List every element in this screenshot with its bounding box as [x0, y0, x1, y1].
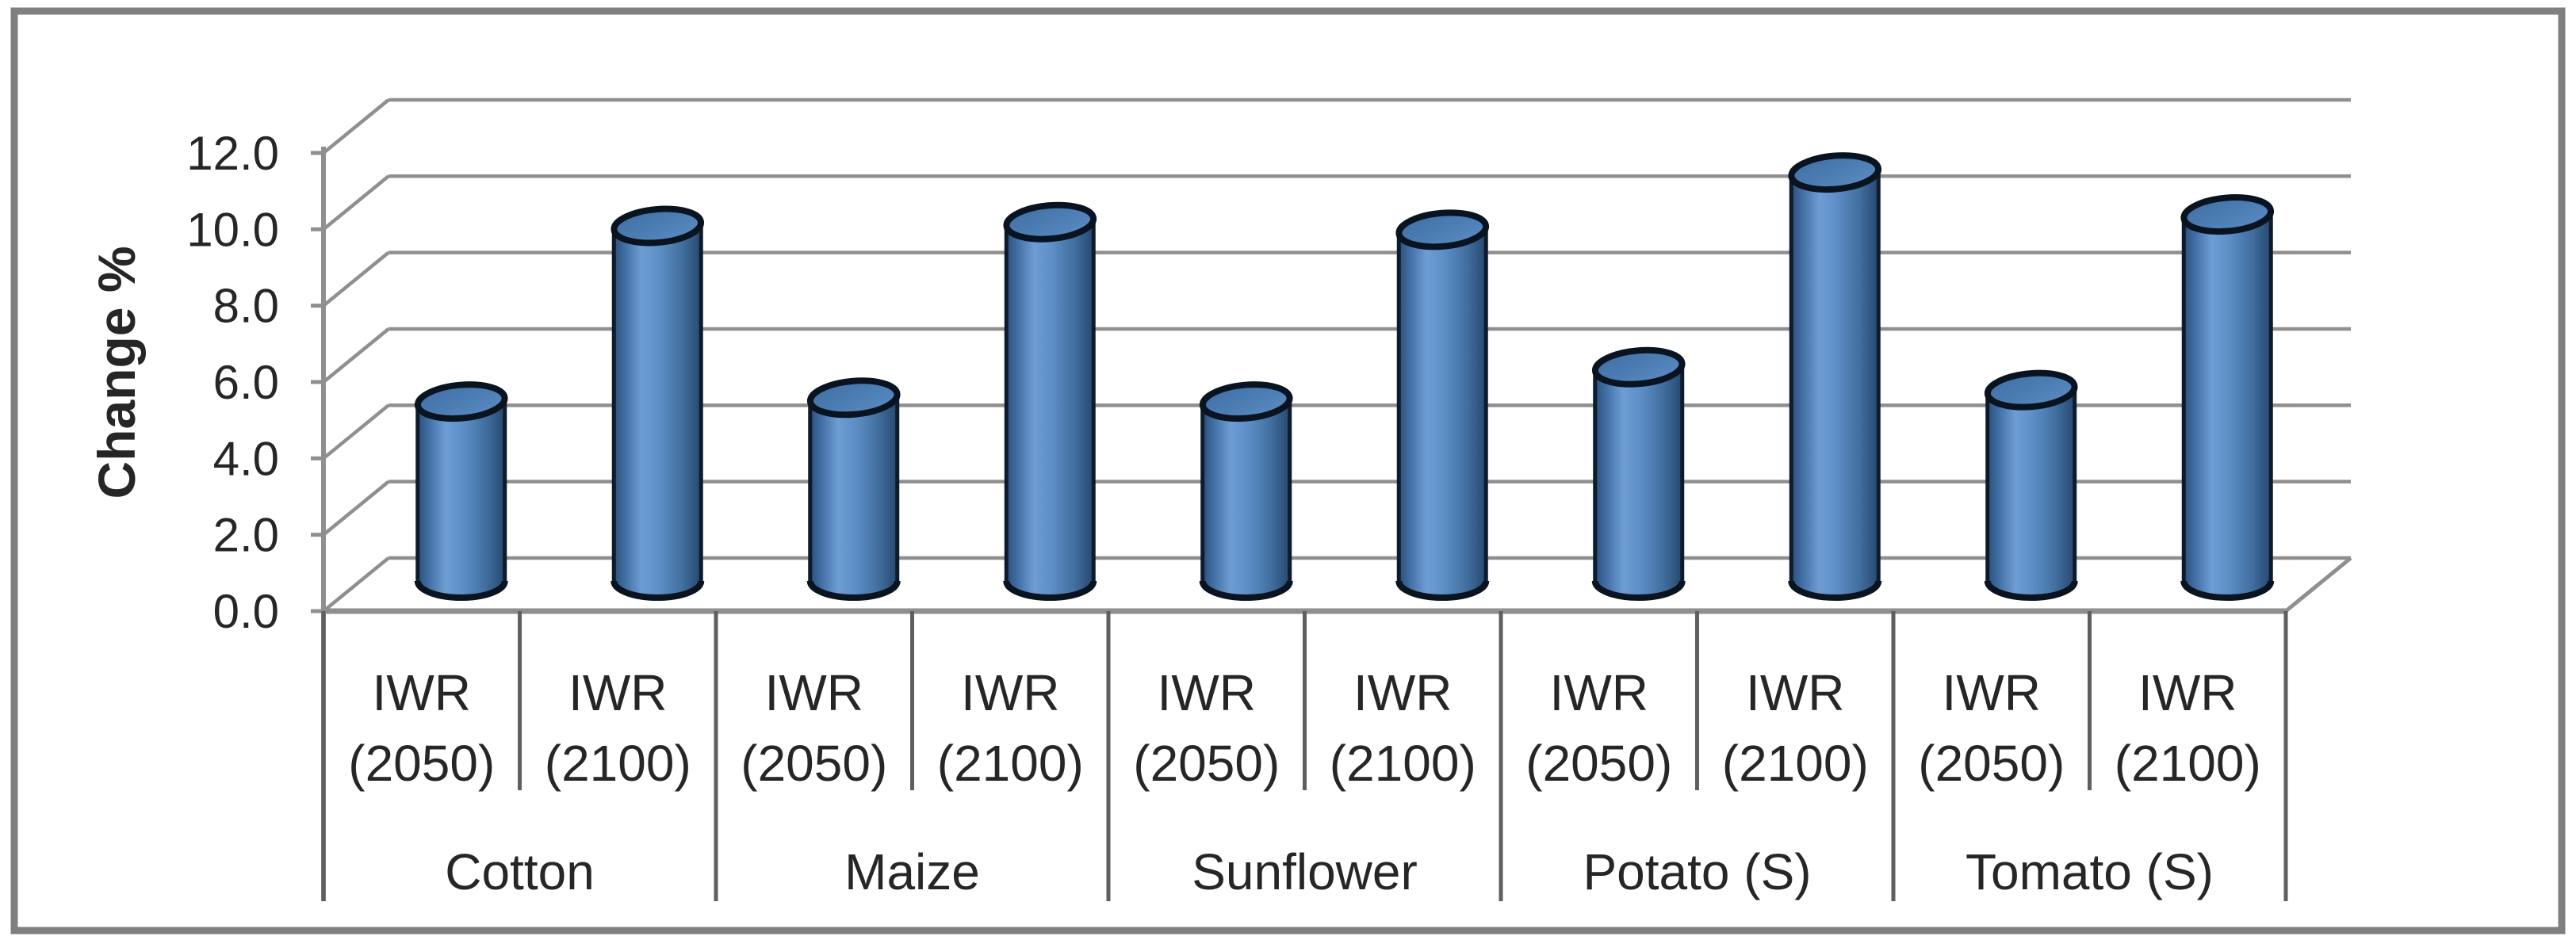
subcategory-label-line2: (2100) [545, 735, 691, 792]
bar-cylinder-body [1985, 389, 2077, 600]
bar-cylinder-base [1984, 580, 2078, 601]
bar-cylinder-body [1396, 229, 1488, 600]
subcategory-label-line1: IWR [1746, 664, 1844, 721]
subcategory-label-line2: (2100) [937, 735, 1084, 792]
bar-cylinder-top [1984, 369, 2078, 411]
bar-cylinder-top [1395, 209, 1490, 250]
depth-gridline [322, 327, 390, 384]
subcategory-label-line2: (2100) [1722, 735, 1869, 792]
subcategory-label-line2: (2100) [2115, 735, 2261, 792]
category-label: Sunflower [1192, 843, 1418, 900]
bar-cylinder-top [611, 205, 705, 247]
bar-cylinder-top [2180, 194, 2275, 235]
subcategory-label-line2: (2050) [741, 735, 887, 792]
subcategory-label-line1: IWR [961, 664, 1059, 721]
subcategory-label-line1: IWR [1353, 664, 1452, 721]
subcategory-label-line1: IWR [1943, 664, 2041, 721]
category-label: Cotton [445, 843, 595, 900]
depth-gridline [322, 174, 390, 231]
depth-gridline [322, 98, 390, 155]
y-tick-label: 0.0 [213, 585, 279, 638]
bar-cylinder-top [1788, 152, 1882, 193]
subcategory-label-line2: (2050) [1918, 735, 2065, 792]
bar-cylinder-top [414, 381, 508, 422]
y-tick-label: 12.0 [186, 127, 279, 180]
bar-cylinder-base [1199, 580, 1293, 601]
bar-cylinder-base [1591, 580, 1686, 601]
subcategory-label-line2: (2050) [1525, 735, 1672, 792]
bar-cylinder-base [806, 580, 901, 601]
y-tick-label: 2.0 [213, 509, 279, 562]
bar-cylinder-body [1200, 401, 1292, 600]
bar-cylinder-top [1591, 346, 1686, 388]
y-tick-label: 6.0 [213, 356, 279, 409]
bar-cylinder-body [808, 397, 900, 600]
bar-cylinder-body [415, 401, 507, 600]
bar-cylinder-body [1593, 366, 1685, 600]
subcategory-label-line2: (2050) [1133, 735, 1280, 792]
subcategory-label-line2: (2050) [348, 735, 495, 792]
depth-gridline [322, 250, 390, 308]
bar-cylinder-top [806, 377, 901, 418]
bar-cylinder-body [1789, 172, 1881, 600]
floor-right-edge [2284, 556, 2352, 613]
y-axis-title: Change % [87, 246, 146, 499]
subcategory-label-line2: (2100) [1330, 735, 1476, 792]
subcategory-label-line1: IWR [568, 664, 667, 721]
y-tick-label: 8.0 [213, 280, 279, 333]
bar-cylinder-base [1788, 580, 1882, 601]
bar-cylinder-body [1004, 221, 1096, 600]
bar-cylinder-top [1199, 381, 1293, 422]
category-label: Potato (S) [1583, 843, 1811, 900]
y-tick-label: 4.0 [213, 432, 279, 485]
bar-cylinder-body [611, 225, 703, 600]
subcategory-label-line1: IWR [2138, 664, 2237, 721]
bar-cylinder-base [611, 580, 705, 601]
bar-cylinder-base [1003, 580, 1097, 601]
subcategory-label-line1: IWR [373, 664, 471, 721]
bar-cylinder-base [1395, 580, 1490, 601]
bar-cylinder-base [414, 580, 508, 601]
category-label: Tomato (S) [1965, 843, 2214, 900]
bar-cylinder-body [2181, 214, 2273, 600]
subcategory-label-line1: IWR [1550, 664, 1648, 721]
bar-cylinder-top [1003, 201, 1097, 243]
y-tick-label: 10.0 [186, 203, 279, 256]
bar-cylinder-base [2180, 580, 2275, 601]
category-label: Maize [844, 843, 980, 900]
subcategory-label-line1: IWR [765, 664, 863, 721]
depth-gridline [322, 480, 390, 537]
subcategory-label-line1: IWR [1158, 664, 1256, 721]
depth-gridline [322, 556, 390, 613]
depth-gridline [322, 403, 390, 461]
